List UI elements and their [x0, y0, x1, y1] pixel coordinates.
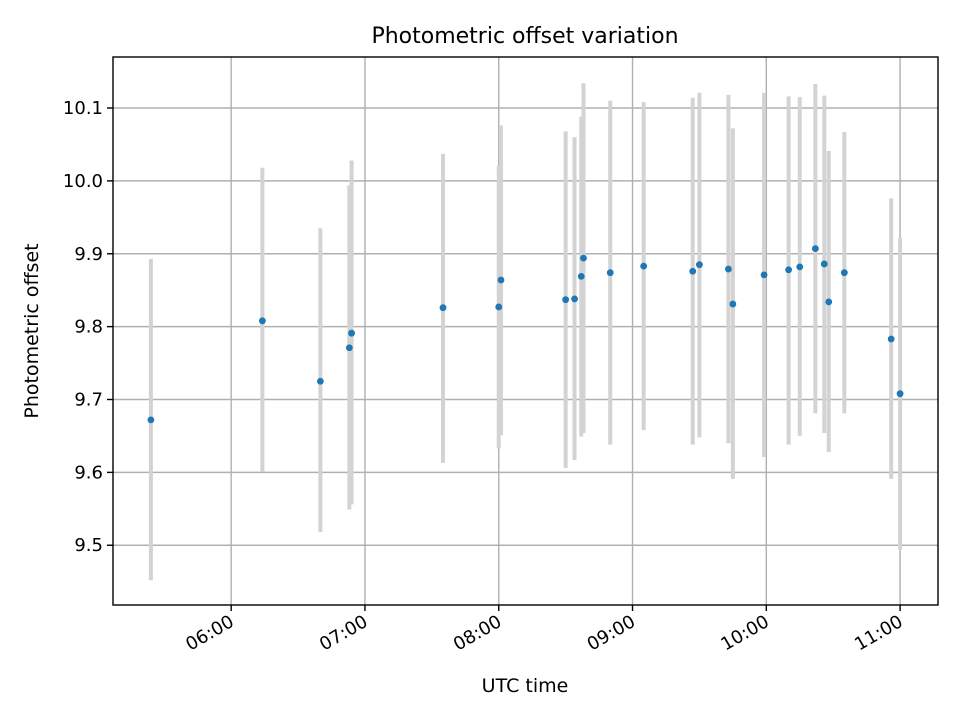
plot-frame	[112, 56, 939, 606]
data-point	[729, 300, 737, 308]
data-point	[497, 276, 505, 284]
data-point	[606, 269, 614, 277]
data-point	[725, 265, 732, 273]
data-point	[825, 298, 833, 306]
x-axis-ticks: 06:00 07:00 08:00 09:00 10:00 11:00	[182, 605, 907, 655]
data-point	[562, 296, 570, 304]
data-point	[811, 245, 819, 253]
data-point	[439, 304, 447, 312]
data-point	[840, 269, 848, 277]
data-point	[577, 272, 585, 280]
y-tick-label: 10.1	[63, 98, 103, 119]
data-points	[147, 245, 904, 424]
chart-title: Photometric offset variation	[371, 24, 678, 49]
data-point	[689, 267, 697, 275]
data-point	[258, 317, 266, 325]
data-point	[316, 377, 324, 385]
data-point	[640, 262, 648, 270]
data-point	[887, 335, 895, 343]
data-point	[571, 295, 578, 303]
y-tick-label: 10.0	[63, 171, 103, 192]
data-point	[896, 390, 904, 398]
x-axis-label: UTC time	[482, 675, 569, 697]
data-point	[495, 303, 503, 311]
y-axis-label: Photometric offset	[21, 243, 43, 418]
data-point	[785, 266, 793, 274]
data-point	[696, 261, 703, 269]
data-point	[820, 260, 828, 268]
y-tick-label: 9.6	[74, 462, 103, 483]
data-point	[147, 416, 155, 424]
data-point	[348, 329, 355, 337]
y-axis-ticks: 9.5 9.6 9.7 9.8 9.9 10.0 10.1	[63, 98, 113, 556]
data-point	[796, 263, 804, 271]
y-tick-label: 9.8	[74, 317, 103, 338]
data-point	[345, 344, 353, 352]
data-point	[580, 254, 587, 262]
y-tick-label: 9.7	[74, 390, 103, 411]
y-tick-label: 9.9	[74, 244, 103, 265]
data-point	[760, 271, 768, 279]
y-tick-label: 9.5	[74, 535, 103, 556]
